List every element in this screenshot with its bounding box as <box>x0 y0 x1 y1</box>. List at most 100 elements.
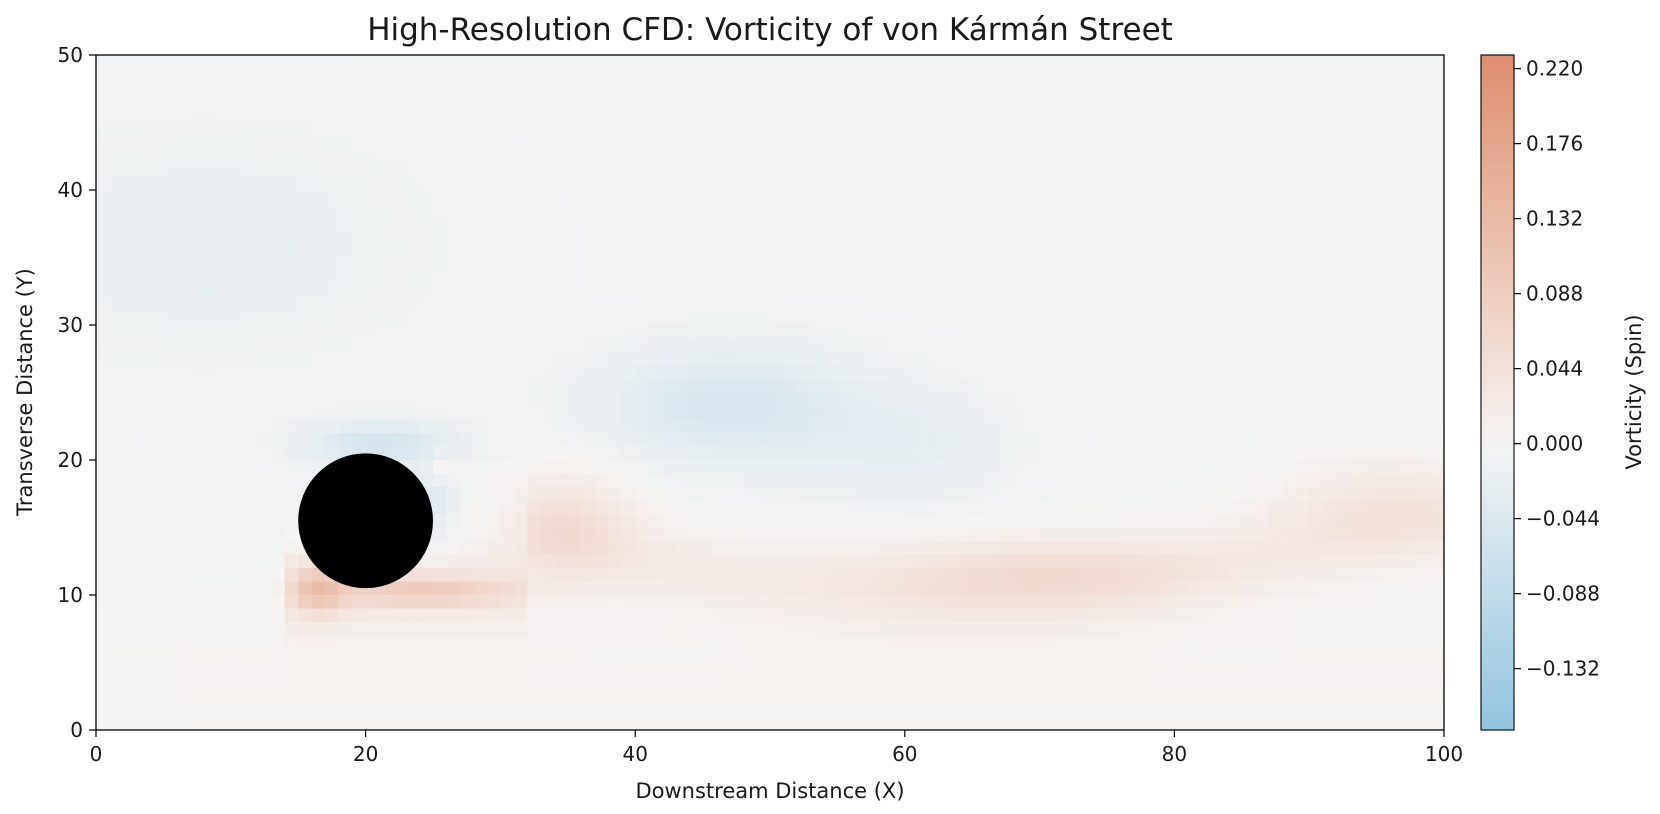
heatmap-cell <box>877 298 892 313</box>
heatmap-cell <box>486 406 501 421</box>
heatmap-cell <box>743 595 758 610</box>
heatmap-cell <box>217 419 232 434</box>
heatmap-cell <box>1053 190 1068 205</box>
heatmap-cell <box>1201 554 1216 569</box>
heatmap-cell <box>257 55 272 70</box>
heatmap-cell <box>1295 703 1310 718</box>
heatmap-cell <box>1268 68 1283 83</box>
heatmap-cell <box>567 352 582 367</box>
heatmap-cell <box>594 460 609 475</box>
heatmap-cell <box>1147 676 1162 691</box>
heatmap-cell <box>796 608 812 623</box>
heatmap-cell <box>702 109 717 124</box>
heatmap-cell <box>473 460 488 475</box>
heatmap-cell <box>554 325 569 340</box>
heatmap-cell <box>945 325 960 340</box>
heatmap-cell <box>325 392 340 407</box>
heatmap-cell <box>662 635 677 650</box>
heatmap-cell <box>1133 68 1149 83</box>
heatmap-cell <box>1214 662 1229 677</box>
heatmap-cell <box>473 284 488 299</box>
heatmap-cell <box>608 190 623 205</box>
heatmap-cell <box>972 68 987 83</box>
heatmap-cell <box>877 68 892 83</box>
heatmap-cell <box>1376 406 1391 421</box>
heatmap-cell <box>136 379 151 394</box>
heatmap-cell <box>918 55 933 70</box>
heatmap-cell <box>284 271 299 286</box>
heatmap-cell <box>217 460 232 475</box>
heatmap-cell <box>1295 82 1310 97</box>
heatmap-cell <box>581 352 596 367</box>
heatmap-cell <box>635 433 650 448</box>
heatmap-cell <box>1012 433 1027 448</box>
heatmap-cell <box>1349 514 1364 529</box>
heatmap-cell <box>419 703 434 718</box>
heatmap-cell <box>1107 554 1122 569</box>
heatmap-cell <box>837 473 852 488</box>
heatmap-cell <box>1187 487 1202 502</box>
heatmap-cell <box>1282 379 1297 394</box>
heatmap-cell <box>770 338 785 353</box>
heatmap-cell <box>972 257 987 272</box>
heatmap-cell <box>176 433 191 448</box>
heatmap-cell <box>635 338 650 353</box>
heatmap-cell <box>796 163 812 178</box>
heatmap-cell <box>1147 136 1162 151</box>
heatmap-cell <box>823 257 838 272</box>
heatmap-cell <box>203 365 218 380</box>
heatmap-cell <box>1241 325 1256 340</box>
heatmap-cell <box>621 662 636 677</box>
heatmap-cell <box>594 433 609 448</box>
heatmap-cell <box>972 271 987 286</box>
heatmap-cell <box>406 217 421 232</box>
heatmap-cell <box>1080 622 1095 637</box>
heatmap-cell <box>554 595 569 610</box>
heatmap-cell <box>1120 217 1135 232</box>
heatmap-cell <box>770 325 785 340</box>
heatmap-cell <box>1214 676 1229 691</box>
heatmap-cell <box>230 298 245 313</box>
heatmap-cell <box>1214 95 1229 110</box>
heatmap-cell <box>1093 176 1108 191</box>
heatmap-cell <box>581 608 596 623</box>
heatmap-cell <box>1147 595 1162 610</box>
heatmap-cell <box>298 635 313 650</box>
heatmap-cell <box>1349 379 1364 394</box>
heatmap-cell <box>352 379 367 394</box>
heatmap-cell <box>837 325 852 340</box>
heatmap-cell <box>433 95 448 110</box>
heatmap-cell <box>1268 82 1283 97</box>
heatmap-cell <box>877 136 892 151</box>
heatmap-cell <box>877 217 892 232</box>
heatmap-cell <box>648 554 663 569</box>
heatmap-cell <box>702 149 717 164</box>
heatmap-cell <box>877 622 892 637</box>
heatmap-cell <box>1390 595 1405 610</box>
heatmap-cell <box>931 190 946 205</box>
heatmap-cell <box>1214 217 1229 232</box>
heatmap-cell <box>770 109 785 124</box>
vorticity-heatmap <box>96 55 1444 730</box>
heatmap-cell <box>877 703 892 718</box>
heatmap-cell <box>1187 649 1202 664</box>
heatmap-cell <box>594 703 609 718</box>
heatmap-cell <box>540 379 555 394</box>
heatmap-cell <box>527 419 542 434</box>
heatmap-cell <box>1160 149 1175 164</box>
heatmap-cell <box>1336 662 1351 677</box>
heatmap-cell <box>770 635 785 650</box>
heatmap-cell <box>1376 446 1391 461</box>
heatmap-cell <box>756 595 771 610</box>
heatmap-cell <box>311 284 326 299</box>
heatmap-cell <box>271 203 286 218</box>
heatmap-cell <box>702 298 717 313</box>
heatmap-cell <box>1080 176 1095 191</box>
heatmap-cell <box>1093 514 1108 529</box>
heatmap-cell <box>877 446 892 461</box>
heatmap-cell <box>1039 500 1054 515</box>
heatmap-cell <box>608 55 623 70</box>
heatmap-cell <box>837 284 852 299</box>
heatmap-cell <box>743 95 758 110</box>
heatmap-cell <box>1390 487 1405 502</box>
